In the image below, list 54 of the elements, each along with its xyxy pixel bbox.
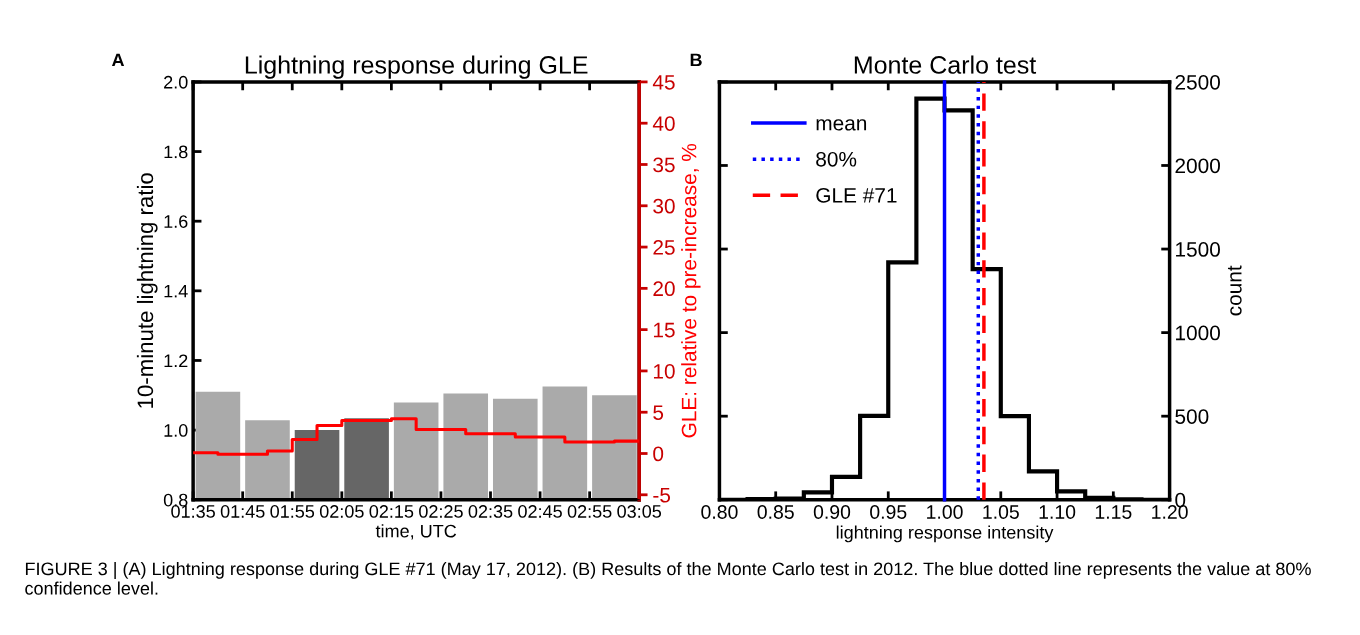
- y2-tick-label: 25: [653, 240, 675, 255]
- y-tick-label: 1.4: [164, 284, 188, 298]
- x-tick-label: 01:45: [220, 505, 265, 518]
- y-tick-label: 0.8: [163, 493, 188, 507]
- x-tick-label: 1.15: [1095, 505, 1132, 519]
- y2-tick-label: 0: [653, 446, 664, 462]
- x-axis-title: time, UTC: [375, 524, 457, 540]
- y-axis-title: count: [1227, 265, 1242, 316]
- y2-axis-title: GLE: relative to pre-increase, %: [681, 143, 701, 438]
- y-tick-label: 1.2: [164, 354, 188, 368]
- x-tick-label: 02:25: [419, 505, 463, 518]
- x-tick-label: 02:55: [567, 505, 612, 518]
- x-tick-label: 03:05: [617, 505, 662, 518]
- y2-tick-label: 10: [653, 363, 675, 379]
- x-tick-label: 01:55: [270, 505, 315, 518]
- y-tick-label: 2000: [1175, 158, 1220, 174]
- y2-tick-label: 30: [653, 198, 675, 214]
- x-tick-label: 0.95: [870, 505, 907, 519]
- x-tick-label: 0.85: [757, 505, 794, 519]
- y2-tick-label: 40: [652, 116, 675, 131]
- chart-title: Lightning response during GLE: [245, 55, 588, 79]
- y-tick-label: 1500: [1176, 242, 1220, 257]
- y2-tick-label: 35: [653, 157, 675, 173]
- x-tick-label: 02:35: [468, 505, 513, 518]
- caption: FIGURE 3 | (A) Lightning response during GLE #71 (May 17, 2012). (B) Results of the Monte Carlo test in 2012. The blue dotted line represents the value at 80% confidence level.: [25, 561, 1311, 595]
- text: A: [111, 53, 125, 67]
- text: B: [690, 53, 702, 67]
- legend-label: 80%: [816, 151, 857, 167]
- chart-title: Monte Carlo test: [854, 55, 1037, 74]
- legend-label: GLE #71: [816, 187, 897, 203]
- y-axis-title: 10-minute lightning ratio: [136, 173, 158, 408]
- y-tick-label: 1.6: [164, 215, 188, 228]
- legend-label: mean: [816, 119, 867, 131]
- y-tick-label: 1.0: [164, 424, 188, 437]
- y-tick-label: 1.8: [164, 145, 188, 159]
- x-tick-label: 02:15: [369, 505, 414, 518]
- x-tick-label: 0.80: [701, 505, 738, 519]
- y2-tick-label: 5: [653, 405, 664, 420]
- x-tick-label: 1.05: [983, 505, 1019, 519]
- y-tick-label: 500: [1175, 409, 1209, 424]
- x-tick-label: 1.10: [1039, 505, 1076, 519]
- x-tick-label: 01:35: [171, 505, 215, 518]
- y-tick-label: 2.0: [164, 75, 188, 89]
- y2-tick-label: -5: [653, 488, 671, 503]
- x-tick-label: 1.00: [927, 505, 963, 519]
- x-tick-label: 02:05: [319, 505, 364, 518]
- y-tick-label: 2500: [1175, 74, 1220, 90]
- y2-tick-label: 15: [653, 322, 675, 338]
- y-tick-label: 1000: [1176, 325, 1220, 341]
- y2-tick-label: 20: [653, 281, 675, 297]
- x-tick-label: 0.90: [813, 505, 851, 519]
- x-tick-label: 02:45: [518, 505, 562, 518]
- x-axis-title: lightning response intensity: [836, 525, 1054, 543]
- y2-tick-label: 45: [652, 75, 675, 90]
